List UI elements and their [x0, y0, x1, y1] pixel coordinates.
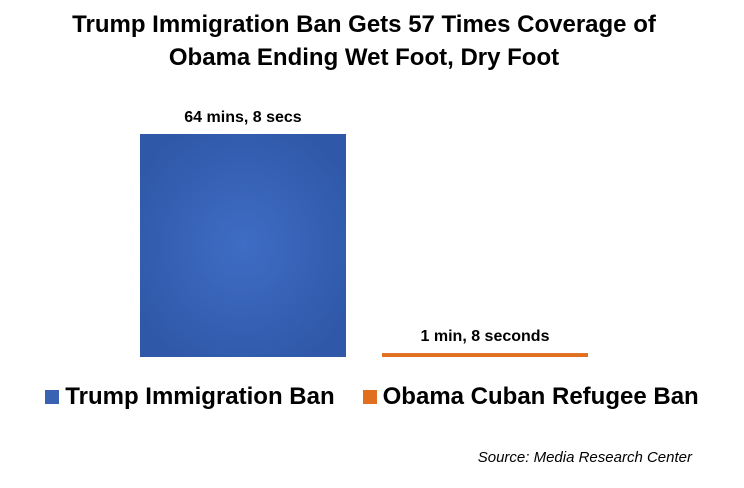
legend-label-trump: Trump Immigration Ban: [65, 383, 335, 410]
chart-title-line-1: Trump Immigration Ban Gets 57 Times Cove…: [72, 11, 656, 38]
bar-obama: [382, 353, 588, 357]
bar-trump: [140, 134, 346, 357]
chart-title-line-2: Obama Ending Wet Foot, Dry Foot: [168, 44, 560, 71]
chart-legend: Trump Immigration Ban Obama Cuban Refuge…: [0, 383, 744, 411]
legend-item-obama: Obama Cuban Refugee Ban: [362, 383, 699, 411]
legend-swatch-trump: [45, 390, 60, 404]
legend-swatch-obama: [362, 390, 377, 404]
legend-label-obama: Obama Cuban Refugee Ban: [382, 383, 699, 410]
source-note: Source: Media Research Center: [477, 449, 692, 466]
data-label-obama: 1 min, 8 seconds: [421, 328, 550, 345]
chart-title: Trump Immigration Ban Gets 57 Times Cove…: [0, 8, 728, 74]
data-label-trump: 64 mins, 8 secs: [184, 109, 302, 126]
bar-chart: 64 mins, 8 secs 1 min, 8 seconds: [140, 109, 588, 357]
legend-item-trump: Trump Immigration Ban: [45, 383, 335, 411]
